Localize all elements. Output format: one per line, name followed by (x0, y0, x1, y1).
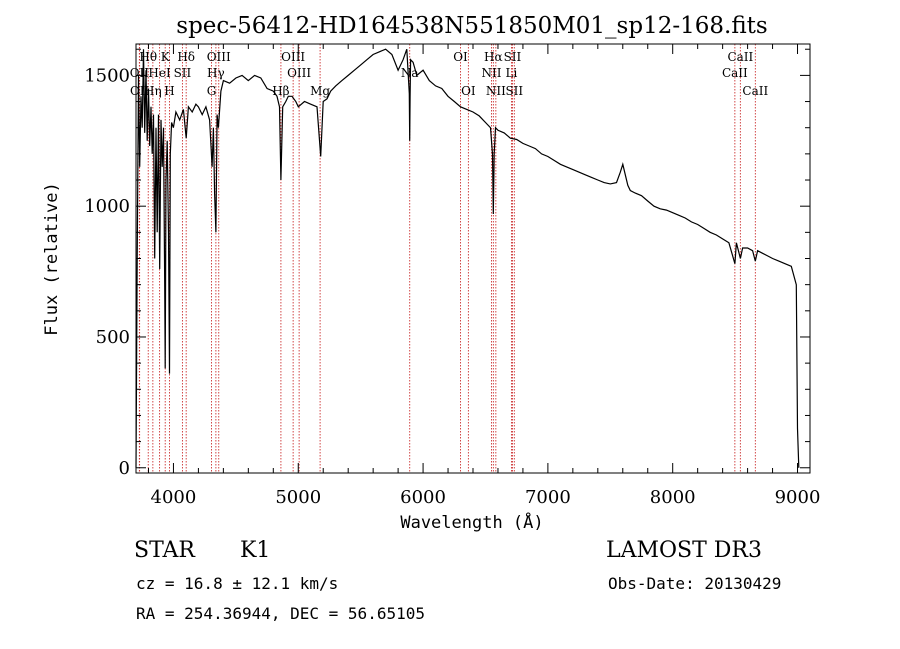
line-label-10: Hγ (207, 66, 225, 80)
x-tick-label-4000: 4000 (151, 487, 197, 508)
object-subclass: K1 (240, 538, 271, 563)
line-label-12: Hβ (272, 84, 289, 98)
line-label-26: CaII (727, 50, 753, 64)
line-label-17: OI (453, 50, 468, 64)
x-tick-label-7000: 7000 (525, 487, 571, 508)
x-tick-label-6000: 6000 (400, 487, 446, 508)
spectrum-chart: spec-56412-HD164538N551850M01_sp12-168.f… (42, 13, 821, 533)
line-label-13: OIII (281, 50, 305, 64)
line-label-14: OIII (287, 66, 311, 80)
line-label-16: Na (401, 66, 419, 80)
line-label-24: SII (505, 84, 523, 98)
x-axis-ticks: 4000 5000 6000 7000 8000 9000 (147, 44, 821, 508)
line-label-22: SII (504, 50, 522, 64)
line-label-25: CaII (722, 66, 748, 80)
redshift-readout: cz = 16.8 ± 12.1 km/s (136, 574, 339, 593)
line-label-27: CaII (742, 84, 768, 98)
x-tick-label-5000: 5000 (275, 487, 321, 508)
line-label-20: NII (481, 66, 501, 80)
line-label-18: OI (461, 84, 476, 98)
coordinates-readout: RA = 254.36944, DEC = 56.65105 (136, 604, 425, 623)
line-label-2: Hθ (139, 50, 157, 64)
line-label-19: Hα (484, 50, 503, 64)
emission-line-markers (138, 44, 756, 473)
x-tick-label-8000: 8000 (650, 487, 696, 508)
y-tick-label-0: 0 (119, 458, 130, 479)
y-axis-ticks: 0 500 1000 1500 (84, 48, 810, 479)
line-label-23: Li (506, 66, 518, 80)
chart-title: spec-56412-HD164538N551850M01_sp12-168.f… (176, 13, 767, 39)
survey-label: LAMOST DR3 (606, 538, 762, 563)
line-label-7: SII (174, 66, 192, 80)
line-label-4: HeI (148, 66, 171, 80)
line-label-8: Hδ (177, 50, 195, 64)
y-axis-label: Flux (relative) (42, 182, 62, 336)
x-axis-label: Wavelength (Å) (400, 511, 543, 533)
line-label-21: NII (486, 84, 506, 98)
line-label-5: K (161, 50, 171, 64)
object-class: STAR (134, 538, 195, 563)
line-label-6: H (164, 84, 174, 98)
line-label-9: OIII (207, 50, 231, 64)
line-label-15: Mg (310, 84, 330, 98)
x-tick-label-9000: 9000 (775, 487, 821, 508)
spectrum-line (135, 48, 800, 468)
y-tick-label-1000: 1000 (84, 196, 130, 217)
y-tick-label-500: 500 (96, 327, 130, 348)
obs-date: Obs-Date: 20130429 (608, 574, 782, 593)
y-tick-label-1500: 1500 (84, 65, 130, 86)
line-label-11: G (207, 84, 217, 98)
plot-frame (135, 43, 811, 474)
